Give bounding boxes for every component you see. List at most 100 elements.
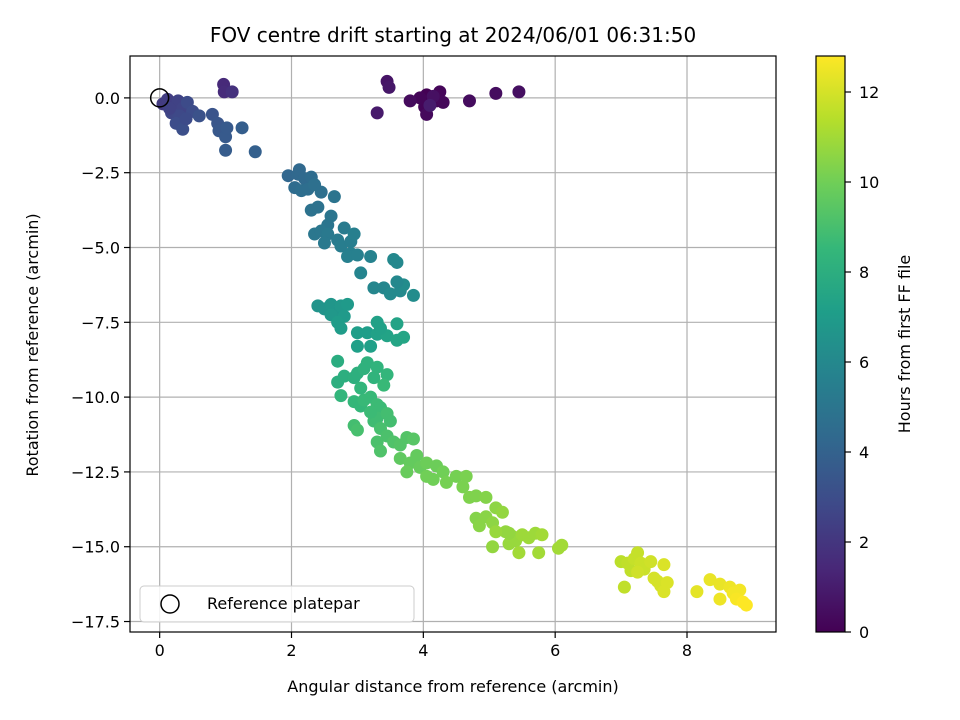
data-point (360, 326, 374, 340)
data-point (713, 592, 727, 606)
data-point (220, 121, 234, 135)
y-axis-label: Rotation from reference (arcmin) (23, 213, 42, 476)
colorbar-bar (815, 55, 846, 633)
data-point (660, 576, 674, 590)
reference-marker (149, 88, 170, 108)
data-point (360, 356, 374, 370)
data-point (337, 221, 351, 235)
data-point (331, 354, 345, 368)
data-point (382, 80, 396, 94)
data-point (449, 469, 463, 483)
colorbar-tick-label: 0 (859, 623, 869, 642)
colorbar-tick-label: 6 (859, 353, 869, 372)
data-point (179, 112, 193, 126)
data-point (370, 360, 384, 374)
chart-title: FOV centre drift starting at 2024/06/01 … (210, 23, 696, 47)
data-point (426, 472, 440, 486)
data-point (420, 456, 434, 470)
data-point (703, 573, 717, 587)
data-point (341, 297, 355, 311)
colorbar-tick-label: 10 (859, 173, 879, 192)
data-point (512, 85, 526, 99)
data-point (617, 580, 631, 594)
data-point (413, 91, 427, 105)
data-points (149, 74, 753, 612)
data-point (479, 490, 493, 504)
data-point (248, 145, 262, 159)
data-point (373, 321, 387, 335)
data-point (713, 577, 727, 591)
data-point (367, 371, 381, 385)
data-point (350, 423, 364, 437)
data-point (314, 185, 328, 199)
y-tick-label: −15.0 (71, 538, 120, 557)
data-point (512, 546, 526, 560)
y-tick-label: −10.0 (71, 388, 120, 407)
legend: Reference platepar (139, 585, 415, 623)
data-point (225, 85, 239, 99)
y-tick-label: −12.5 (71, 463, 120, 482)
data-point (350, 326, 364, 340)
data-point (334, 389, 348, 403)
data-point (406, 288, 420, 302)
data-point (657, 558, 671, 572)
data-point (176, 122, 190, 136)
data-point (502, 526, 516, 540)
data-point (393, 451, 407, 465)
data-point (367, 281, 381, 295)
data-point (350, 339, 364, 353)
data-point (334, 321, 348, 335)
colorbar-tick-label: 8 (859, 263, 869, 282)
y-tick-label: 0.0 (95, 89, 120, 108)
data-point (423, 98, 437, 112)
data-point (532, 546, 546, 560)
legend-marker-icon (160, 594, 180, 614)
data-point (219, 143, 233, 157)
data-point (436, 465, 450, 479)
data-point (380, 368, 394, 382)
data-point (459, 469, 473, 483)
data-point (364, 405, 378, 419)
legend-label: Reference platepar (207, 594, 360, 613)
data-point (354, 381, 368, 395)
data-point (486, 540, 500, 554)
x-tick-label: 4 (418, 641, 428, 660)
x-tick-label: 0 (155, 641, 165, 660)
data-point (390, 255, 404, 269)
data-point (495, 505, 509, 519)
data-point (364, 249, 378, 263)
data-point (390, 275, 404, 289)
legend-box (139, 585, 415, 623)
data-point (327, 190, 341, 204)
x-tick-label: 8 (682, 641, 692, 660)
data-point (311, 200, 325, 214)
data-point (690, 585, 704, 599)
data-point (192, 109, 206, 123)
data-point (462, 94, 476, 108)
data-point (406, 432, 420, 446)
colorbar-tick-label: 12 (859, 83, 879, 102)
x-tick-label: 6 (550, 641, 560, 660)
data-point (736, 595, 750, 609)
data-point (337, 369, 351, 383)
colorbar-tick-label: 4 (859, 443, 869, 462)
data-point (502, 537, 516, 551)
data-point (403, 94, 417, 108)
axes: 0 2 4 6 8 0.0 −2.5 −5.0 −7.5 −10.0 −12.5 −15.0 −17.5 (71, 55, 777, 660)
data-point (377, 378, 391, 392)
data-point (644, 555, 658, 569)
data-point (489, 86, 503, 100)
data-point (383, 287, 397, 301)
data-point (350, 248, 364, 262)
data-point (439, 475, 453, 489)
data-point (334, 239, 348, 253)
data-point (347, 227, 361, 241)
x-axis-label: Angular distance from reference (arcmin) (287, 677, 618, 696)
data-point (400, 465, 414, 479)
data-point (551, 541, 565, 555)
data-point (163, 101, 177, 115)
data-point (373, 444, 387, 458)
colorbar-label: Hours from first FF file (895, 255, 914, 434)
data-point (281, 169, 295, 183)
